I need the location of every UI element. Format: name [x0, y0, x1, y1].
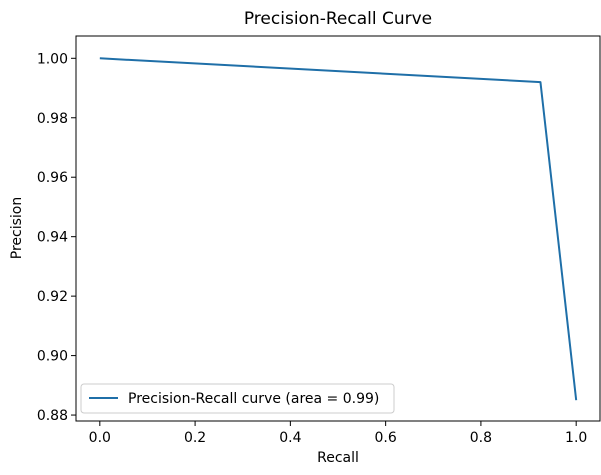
y-axis: 0.88 0.90 0.92 0.94 0.96 0.98 1.00: [37, 51, 76, 424]
x-tick-label: 0.2: [184, 430, 206, 446]
y-tick-label: 0.98: [37, 111, 68, 127]
y-tick-label: 0.94: [37, 230, 68, 246]
legend-label: Precision-Recall curve (area = 0.99): [128, 391, 379, 407]
y-tick-label: 0.88: [37, 408, 68, 424]
x-tick-label: 0.6: [375, 430, 397, 446]
x-tick-label: 0.4: [279, 430, 301, 446]
legend-box: [80, 383, 395, 414]
legend: Precision-Recall curve (area = 0.99): [80, 383, 395, 414]
x-tick-label: 0.0: [89, 430, 111, 446]
series-line: [99, 57, 578, 401]
plot-area: [75, 35, 601, 422]
chart-title: Precision-Recall Curve: [244, 9, 432, 29]
x-tick-label: 1.0: [565, 430, 587, 446]
x-tick-label: 0.8: [470, 430, 492, 446]
y-tick-label: 0.90: [37, 349, 68, 365]
x-axis-label: Recall: [317, 450, 359, 466]
y-tick-label: 1.00: [37, 51, 68, 67]
y-axis-label: Precision: [9, 197, 25, 259]
y-tick-label: 0.92: [37, 289, 68, 305]
series-group: [99, 57, 578, 401]
y-tick-label: 0.96: [37, 170, 68, 186]
x-axis: 0.0 0.2 0.4 0.6 0.8 1.0: [89, 421, 587, 446]
